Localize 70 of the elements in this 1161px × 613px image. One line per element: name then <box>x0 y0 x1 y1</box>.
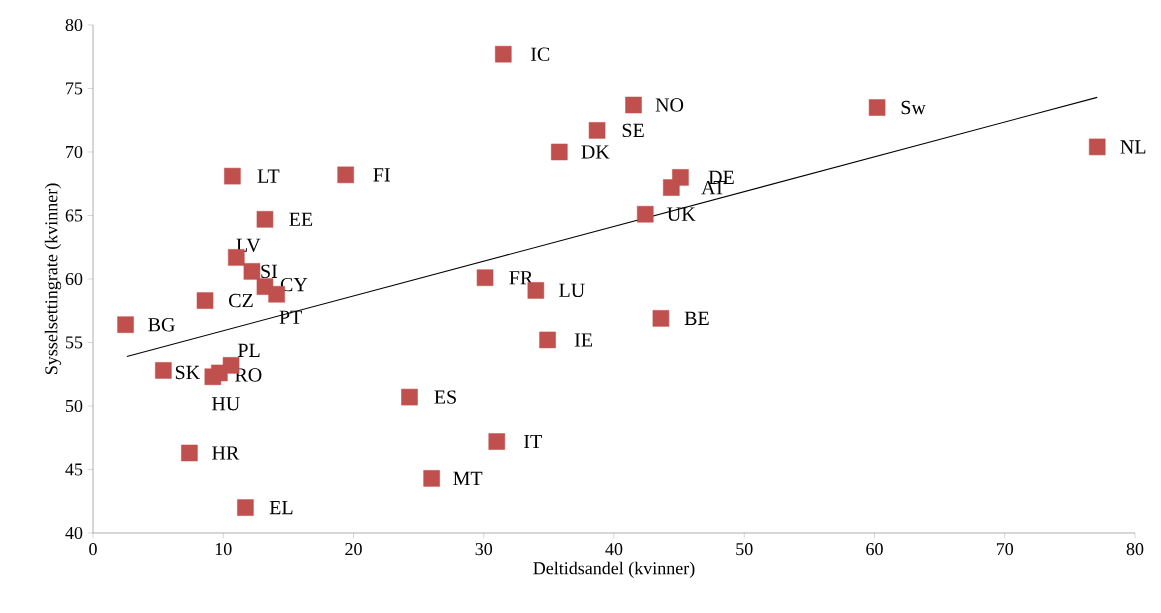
data-label: UK <box>667 207 696 221</box>
data-label: MT <box>453 471 483 485</box>
point <box>155 362 172 379</box>
point <box>181 444 198 462</box>
y-axis-title: Sysselsettingrate (kvinner) <box>44 183 62 374</box>
point <box>488 433 506 450</box>
point <box>204 368 222 386</box>
point <box>663 179 680 196</box>
x-axis-title: Deltidsandel (kvinner) <box>533 561 695 578</box>
data-label: HU <box>211 397 240 411</box>
data-label: PT <box>279 310 302 324</box>
point <box>423 470 440 487</box>
point <box>868 99 886 116</box>
x-tick-label: 20 <box>345 543 362 556</box>
data-label: SI <box>261 264 278 279</box>
data-label: BG <box>148 317 175 332</box>
point <box>117 316 134 333</box>
data-label: FR <box>509 271 534 285</box>
x-tick-label: 60 <box>866 543 883 556</box>
data-label: FI <box>373 168 390 182</box>
point <box>243 263 261 280</box>
point <box>256 211 274 228</box>
point <box>196 292 214 309</box>
x-tick-label: 80 <box>1126 543 1144 556</box>
data-label: IE <box>574 333 592 347</box>
data-label: NL <box>1120 140 1146 154</box>
x-tick-label: 10 <box>215 543 232 556</box>
data-label: PL <box>237 343 260 357</box>
y-tick-label: 40 <box>65 526 83 540</box>
data-label: IC <box>531 47 550 61</box>
y-tick-label: 45 <box>65 463 83 476</box>
data-label: SE <box>622 123 644 138</box>
x-tick-label: 30 <box>475 543 493 556</box>
data-label: BE <box>684 311 709 325</box>
point <box>625 96 642 114</box>
y-tick-label: 55 <box>66 336 83 349</box>
y-tick-label: 50 <box>66 399 83 413</box>
data-label: LU <box>559 283 585 298</box>
point <box>224 167 241 185</box>
data-label: HR <box>212 446 240 460</box>
point <box>1088 138 1106 156</box>
x-tick-label: 70 <box>996 543 1014 556</box>
point <box>588 122 606 139</box>
point <box>495 45 512 63</box>
data-label: CZ <box>229 293 253 308</box>
data-label: IT <box>524 435 542 449</box>
point <box>636 205 654 223</box>
data-label: EL <box>269 501 293 515</box>
point <box>337 166 354 184</box>
y-tick-label: 75 <box>66 82 83 95</box>
data-label: NO <box>655 98 684 112</box>
x-tick-label: 40 <box>605 543 623 556</box>
point <box>237 499 254 516</box>
y-tick-label: 65 <box>65 209 83 222</box>
data-label: SK <box>175 365 200 380</box>
data-label: Sw <box>901 100 926 115</box>
point <box>401 388 418 406</box>
x-tick-label: 0 <box>89 543 97 556</box>
data-label: ES <box>434 390 456 404</box>
data-label: EE <box>289 212 313 226</box>
point <box>476 269 494 286</box>
point <box>539 331 556 349</box>
y-tick-label: 60 <box>65 272 83 286</box>
y-tick-label: 70 <box>66 145 83 159</box>
point <box>652 310 670 327</box>
y-tick-label: 80 <box>65 18 83 32</box>
data-label: LT <box>257 169 280 183</box>
x-tick-label: 50 <box>736 543 753 556</box>
data-label: DK <box>581 145 610 159</box>
point <box>551 143 568 161</box>
